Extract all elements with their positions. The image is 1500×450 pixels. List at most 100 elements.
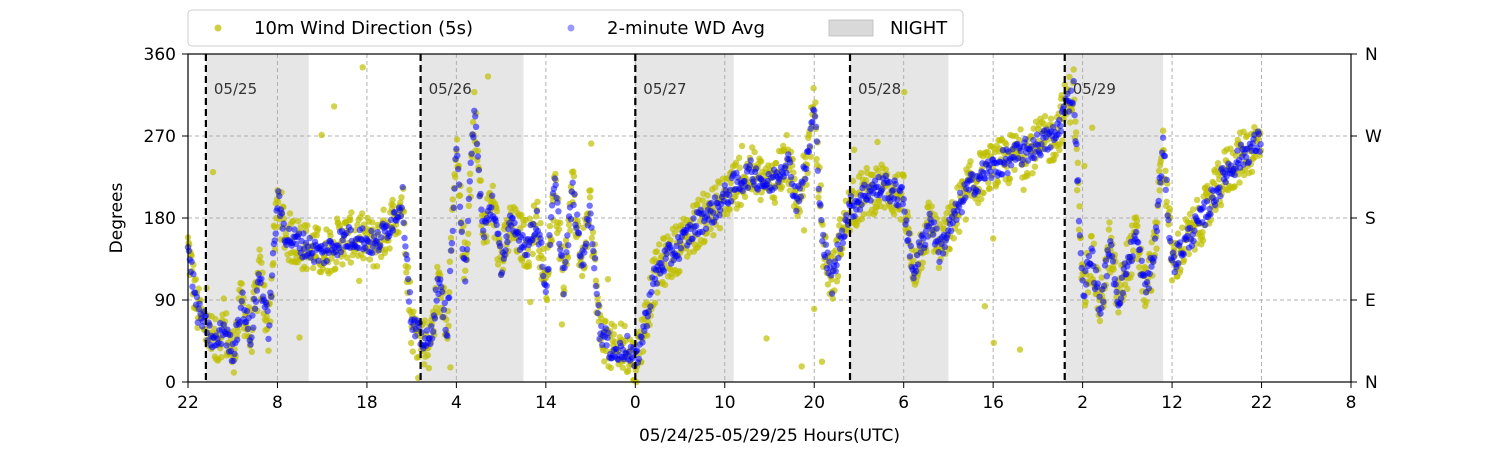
wind-direction-point [735,154,743,161]
wd-avg-point [397,212,405,220]
wind-direction-point [654,289,661,296]
wd-avg-point [437,276,444,283]
wd-avg-point [882,172,889,179]
wd-avg-point [702,225,710,232]
wd-avg-point [1134,239,1142,246]
wind-direction-point [543,296,551,304]
wd-avg-point [1057,122,1064,130]
wind-direction-point [1216,176,1223,183]
wind-direction-point [333,258,340,266]
wind-direction-point [310,264,317,272]
wd-avg-point [1031,154,1038,162]
wind-direction-point [956,228,963,235]
wd-avg-point [905,230,913,237]
wd-avg-point [1049,124,1057,131]
wind-direction-point [910,257,917,264]
wind-direction-point [1017,126,1024,133]
wd-avg-point [787,174,795,181]
wd-avg-point [1158,173,1165,180]
wd-avg-point [249,312,256,319]
wind-direction-point [456,192,464,199]
wind-direction-point [194,324,201,331]
wind-direction-point [462,267,469,274]
wd-avg-point [689,235,696,242]
wd-avg-point [480,234,488,241]
y-tick-label: 360 [144,45,176,65]
wind-direction-point [704,192,711,199]
wd-avg-point [498,269,506,276]
wind-direction-point [271,223,278,231]
wd-avg-point [569,179,576,186]
wd-avg-point [190,271,197,278]
wd-avg-point [495,230,502,237]
wind-direction-point [1003,141,1010,148]
day-marker-label: 05/27 [643,80,686,98]
wind-direction-point [1162,167,1169,174]
wd-avg-point [796,185,804,192]
wind-direction-point [570,173,578,180]
wind-direction-point [238,280,245,287]
wd-avg-point [369,249,376,257]
wd-avg-point [987,168,994,175]
wd-avg-point [389,227,397,234]
wind-direction-point [347,259,354,266]
wind-direction-point [1089,124,1096,131]
x-tick-label: 4 [451,393,462,413]
wd-avg-point [910,275,917,282]
wd-avg-point [511,219,518,227]
wind-direction-point [807,153,814,160]
wind-direction-point [212,315,219,323]
wd-avg-point [1092,267,1100,274]
wind-direction-point [1096,317,1104,325]
wind-direction-point [611,338,619,346]
wd-avg-point [462,278,469,285]
wd-avg-point [1069,100,1077,107]
wind-direction-point [397,199,404,206]
wd-avg-point [272,230,279,237]
wd-avg-point [1170,253,1178,261]
wd-avg-point [251,305,259,312]
wind-direction-point [1185,250,1193,258]
wind-direction-point [409,348,416,355]
wd-avg-point [1033,131,1041,138]
wind-direction-point [1006,175,1014,183]
wind-direction-point [870,171,877,179]
wd-avg-point [1108,253,1116,260]
wind-direction-point [588,234,595,242]
wd-avg-point [553,194,560,201]
wd-avg-point [429,335,436,342]
wd-avg-point [815,185,822,193]
wd-avg-point [1098,304,1105,312]
wd-avg-point [194,319,201,326]
wd-avg-point [263,301,270,309]
wd-avg-point [366,238,373,246]
wind-direction-point [1081,162,1088,170]
wind-direction-point [900,173,907,180]
wd-avg-point [892,180,899,188]
wd-avg-point [903,217,910,224]
wd-avg-point [824,249,831,256]
wd-avg-point [472,123,480,130]
wd-avg-point [1175,259,1182,267]
wd-avg-point [412,333,419,340]
wd-avg-point [708,199,715,207]
wind-direction-point [447,364,454,371]
wind-direction-point [539,255,547,262]
wd-avg-point [266,322,273,329]
wd-avg-point [1037,152,1044,159]
wind-direction-point [967,158,974,165]
wd-avg-point [454,152,461,159]
wd-avg-point [817,202,824,209]
wind-direction-point [218,354,225,361]
wind-direction-point [1193,196,1201,204]
wd-avg-point [837,245,844,253]
wd-avg-point [206,322,213,329]
wd-avg-point [474,153,482,160]
x-tick-label: 18 [356,393,378,413]
wd-avg-point [1082,267,1089,275]
wd-avg-point [638,333,645,341]
wind-direction-point [771,194,778,201]
day-marker-label: 05/28 [858,80,901,98]
wd-avg-point [188,258,195,265]
wd-avg-point [450,204,457,211]
